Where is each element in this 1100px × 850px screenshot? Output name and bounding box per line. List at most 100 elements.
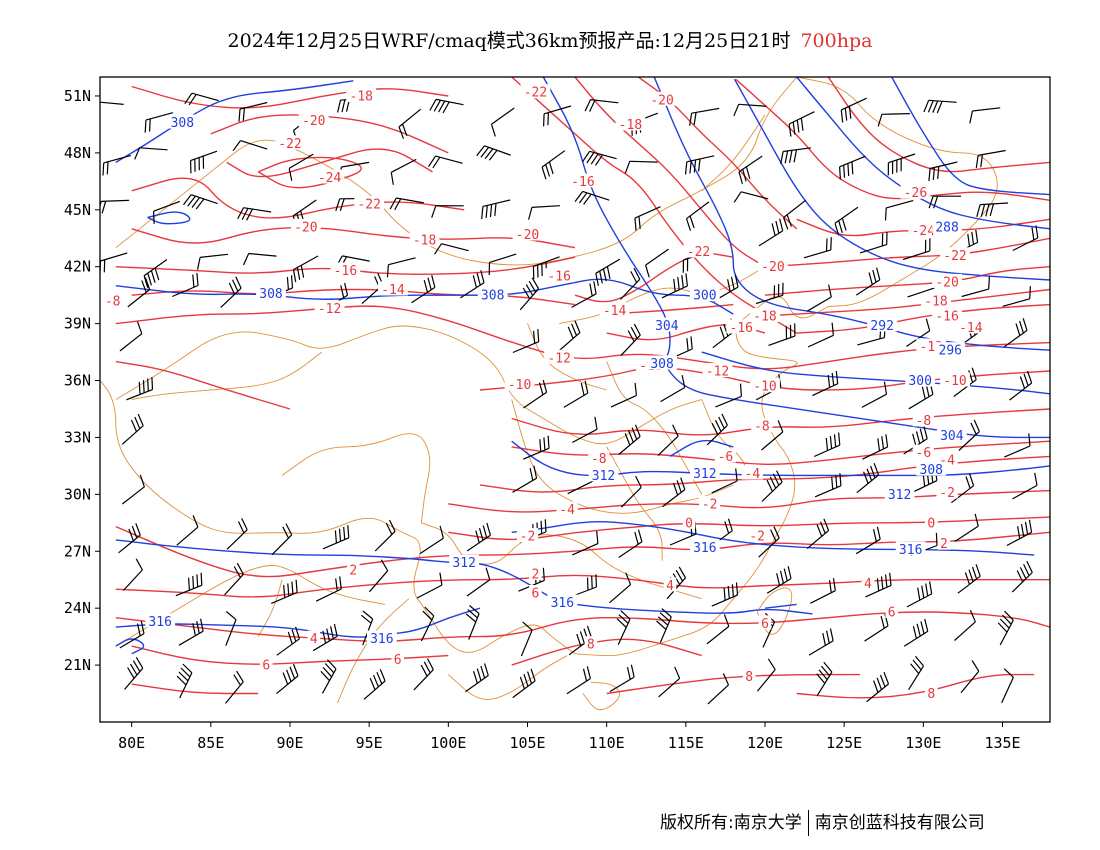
temperature-contour [764,288,1050,317]
wind-barb [1001,668,1014,704]
wind-barb [512,329,540,354]
temperature-label: -16 [571,175,594,190]
temperature-label: -18 [413,234,436,249]
temperature-label: -22 [524,86,547,101]
border-line [448,655,568,700]
wind-barb [184,92,219,106]
temperature-label: -24 [318,171,342,186]
temperature-label: -8 [916,414,932,429]
height-contour [796,77,1050,230]
temperature-label-bg [409,232,440,247]
temperature-label-bg [647,91,677,106]
wind-barb [118,523,141,554]
wind-barb [143,259,168,288]
height-label: 288 [935,220,958,235]
wind-barb [976,202,1009,217]
temperature-label-bg [683,243,714,258]
temperature-label-bg [932,273,962,288]
wind-barb [657,424,679,457]
wind-barb [102,154,131,176]
temperature-label-bg [275,135,305,150]
height-label-bg [905,372,936,387]
lon-tick-label: 115E [668,734,704,752]
temperature-label-bg [924,514,938,529]
temperature-label: -18 [753,310,776,325]
wind-barb [783,199,807,230]
lat-tick-label: 45N [64,201,91,219]
wind-barb [975,149,1006,168]
height-label: 308 [481,289,504,304]
temperature-contour [131,288,576,306]
temperature-labels: -18-20-22-24-22-20-18 -20-16-14-12-8-22-2… [102,77,986,702]
temperature-label-bg [544,268,575,283]
wind-barb [196,253,229,270]
temperature-contour [131,645,449,665]
wind-barb [711,468,738,494]
wind-barb [887,153,916,176]
wind-barb [923,99,957,114]
wind-barb [119,321,143,352]
wind-barb [961,276,990,298]
temperature-contour [115,525,1050,578]
wind-barb [877,113,910,127]
temperature-label-bg [940,247,970,262]
wind-barb [119,621,145,649]
wind-barb [558,320,581,352]
height-label-bg [167,114,198,129]
border-line [701,399,750,476]
temperature-label-bg [102,292,124,307]
wind-barb [488,253,517,276]
wind-barb [224,562,244,596]
lat-tick-label: 39N [64,315,91,333]
temperature-label: -8 [591,452,607,467]
wind-barb [522,435,550,460]
longitude-axis: 80E 85E 90E 95E 100E 105E 110E 115E 120E 125E 130E… [118,722,1021,752]
map-title: 2024年12月25日WRF/cmaq模式36km预报产品:12月25日21时 7… [0,26,1100,53]
temperature-contour [115,256,576,276]
wind-barb [416,572,443,599]
temperature-label-bg [742,668,756,683]
temperature-contour [448,489,1050,513]
wind-barb [738,155,763,185]
wind-barb [481,199,511,220]
wind-barb [368,559,389,593]
wind-barb [121,413,144,445]
wind-barb [225,611,237,646]
temperature-label-bg [741,465,763,480]
wind-barb [861,381,888,408]
wind-barb [413,658,434,691]
wind-barb [288,153,314,181]
wind-barb [808,628,834,656]
title-main: 2024年12月25日WRF/cmaq模式36km预报产品:12月25日21时 [227,30,791,52]
temperature-contour [511,408,1050,436]
wind-barb [271,579,298,604]
wind-barb [958,419,980,451]
lon-tick-label: 90E [276,734,303,752]
wind-barb [1012,472,1038,500]
wind-barb [620,323,641,356]
temperature-label: 6 [761,617,769,632]
wind-barb [122,558,143,591]
lat-tick-label: 33N [64,428,91,446]
wind-barb [768,323,796,346]
wind-barb [276,663,299,695]
lon-tick-label: 105E [509,734,545,752]
height-label: 296 [939,344,962,359]
temperature-label-bg [758,258,788,273]
temperature-label: 6 [888,605,896,620]
height-label: 312 [888,488,911,503]
temperature-label: -16 [547,270,570,285]
temperature-label: -2 [939,486,955,501]
wind-barb [884,200,914,221]
border-line [131,351,322,400]
wind-barb [144,112,174,133]
temperature-label: -2 [520,530,536,545]
height-label-bg [895,541,926,556]
border-line [337,598,410,704]
height-label: 304 [655,319,679,334]
wind-barb [183,194,218,210]
temperature-label-bg [912,412,934,427]
wind-barb [928,161,958,182]
wind-barb [634,206,661,231]
temperature-label: -20 [294,220,317,235]
